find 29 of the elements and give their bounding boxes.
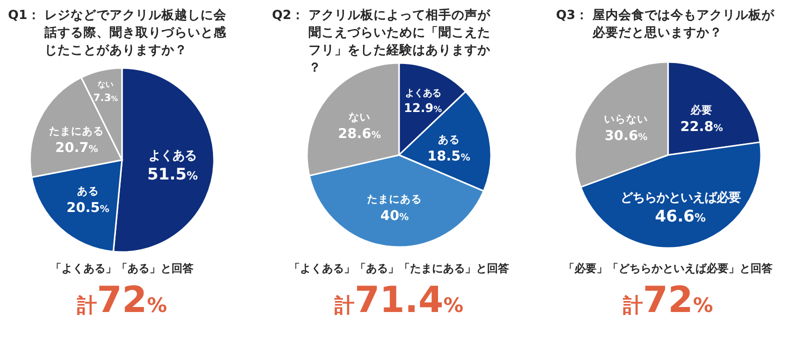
- data-label: 40%: [380, 208, 410, 224]
- data-label: 46.6%: [655, 206, 706, 226]
- slice-label: ある: [76, 185, 99, 198]
- data-label: 30.6%: [604, 128, 648, 144]
- slice-label: どちらかといえば必要: [620, 190, 740, 205]
- slice-label: 必要: [690, 103, 713, 116]
- text: 計71.4%: [334, 280, 464, 321]
- slice-label: たまにある: [49, 125, 104, 138]
- slice-label: たまにある: [367, 193, 422, 206]
- slice-label: ある: [438, 134, 460, 146]
- data-label: 20.7%: [55, 140, 99, 156]
- slice-label: よくある: [404, 88, 441, 100]
- text: 「必要」「どちらかといえば必要」と回答: [564, 262, 774, 275]
- text: 計72%: [76, 280, 168, 321]
- data-label: 18.5%: [427, 148, 471, 164]
- slice-label: ない: [348, 111, 370, 124]
- data-label: 28.6%: [338, 126, 382, 142]
- slice-label: いらない: [604, 114, 648, 126]
- chart-title: Q2：アクリル板によって相手の声が聞こえづらいために「聞こえたフリ」をした経験はありますか？: [272, 7, 492, 74]
- text: 計72%: [622, 280, 714, 321]
- data-label: 20.5%: [66, 200, 110, 216]
- slice-label: よくある: [148, 147, 197, 162]
- chart-title: Q3：屋内会食では今もアクリル板が必要だと思いますか？: [556, 7, 776, 40]
- text: 「よくある」「ある」「たまにある」と回答: [289, 262, 510, 275]
- data-label: 51.5%: [147, 164, 198, 184]
- text: 「よくある」「ある」と回答: [50, 262, 194, 275]
- data-label: 12.9%: [404, 101, 443, 116]
- data-label: 22.8%: [680, 118, 724, 135]
- chart-title: Q1：レジなどでアクリル板越しに会話する際、聞き取りづらいと感じたことがありますか？: [8, 7, 228, 57]
